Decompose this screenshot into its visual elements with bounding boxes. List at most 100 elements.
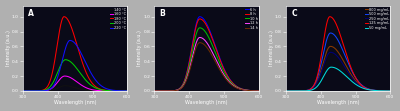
Line: 160 °C: 160 °C [23, 76, 127, 91]
160 °C [90, 89, 95, 91]
180 °C [82, 68, 87, 70]
220 °C [20, 90, 25, 92]
800 mg/mL [328, 46, 333, 47]
6 h [231, 83, 236, 84]
500 mg/mL [354, 77, 358, 79]
500 mg/mL [302, 90, 307, 91]
800 mg/mL [362, 87, 367, 89]
6 h [200, 17, 204, 18]
140 °C [90, 90, 95, 91]
220 °C [68, 40, 73, 41]
180 °C [48, 81, 52, 82]
Line: 250 mg/mL: 250 mg/mL [286, 52, 390, 91]
200 °C [90, 86, 95, 87]
8 h [200, 19, 204, 20]
160 °C [48, 89, 52, 90]
500 mg/mL [388, 90, 393, 92]
160 °C [82, 86, 87, 88]
800 mg/mL [345, 68, 350, 69]
Text: B: B [160, 9, 166, 18]
220 °C [99, 85, 104, 87]
200 °C [39, 90, 44, 91]
125 mg/mL [345, 58, 350, 59]
12 h [179, 87, 184, 89]
X-axis label: Wavelength (nm): Wavelength (nm) [186, 100, 228, 105]
10 h [231, 84, 236, 85]
Line: 200 °C: 200 °C [23, 60, 127, 91]
250 mg/mL [354, 82, 358, 83]
800 mg/mL [354, 80, 358, 82]
Line: 140 °C: 140 °C [23, 86, 127, 91]
160 °C [62, 75, 67, 77]
10 h [200, 28, 204, 29]
180 °C [39, 90, 44, 91]
140 °C [82, 89, 87, 91]
250 mg/mL [328, 52, 333, 53]
800 mg/mL [310, 87, 315, 88]
125 mg/mL [354, 77, 358, 79]
Line: 12 h: 12 h [154, 38, 259, 91]
14 h [152, 90, 157, 92]
220 °C [125, 90, 130, 92]
8 h [214, 49, 218, 50]
125 mg/mL [331, 18, 336, 20]
Line: 14 h: 14 h [154, 43, 259, 91]
220 °C [48, 89, 52, 90]
160 °C [68, 77, 73, 78]
125 mg/mL [302, 90, 307, 91]
8 h [222, 69, 227, 71]
8 h [170, 90, 175, 91]
50 mg/mL [310, 89, 315, 90]
Line: 125 mg/mL: 125 mg/mL [286, 17, 390, 91]
Y-axis label: Intensity (a.u.): Intensity (a.u.) [6, 30, 10, 66]
Text: C: C [291, 9, 297, 18]
12 h [222, 75, 227, 76]
800 mg/mL [388, 90, 393, 92]
140 °C [48, 90, 52, 91]
14 h [170, 90, 175, 91]
50 mg/mL [331, 67, 336, 68]
Y-axis label: Intensity (a.u.): Intensity (a.u.) [268, 30, 274, 66]
10 h [179, 87, 184, 88]
500 mg/mL [310, 86, 315, 88]
160 °C [39, 90, 44, 91]
12 h [231, 85, 236, 86]
Legend: 800 mg/mL, 500 mg/mL, 250 mg/mL, 125 mg/mL, 50 mg/mL: 800 mg/mL, 500 mg/mL, 250 mg/mL, 125 mg/… [364, 7, 390, 30]
12 h [170, 90, 175, 91]
220 °C [39, 90, 44, 91]
14 h [179, 88, 184, 89]
180 °C [62, 16, 66, 17]
180 °C [90, 83, 95, 85]
10 h [214, 54, 218, 55]
Text: A: A [28, 9, 34, 18]
250 mg/mL [362, 88, 367, 89]
14 h [231, 85, 236, 87]
125 mg/mL [284, 90, 288, 92]
180 °C [20, 90, 25, 92]
Line: 8 h: 8 h [154, 19, 259, 91]
800 mg/mL [302, 90, 307, 91]
12 h [256, 90, 261, 91]
250 mg/mL [310, 88, 315, 89]
160 °C [99, 90, 104, 91]
8 h [197, 18, 202, 20]
500 mg/mL [362, 86, 367, 88]
X-axis label: Wavelength (nm): Wavelength (nm) [317, 100, 359, 105]
Line: 50 mg/mL: 50 mg/mL [286, 67, 390, 91]
14 h [214, 62, 218, 64]
Line: 6 h: 6 h [154, 17, 259, 91]
140 °C [125, 90, 130, 92]
Y-axis label: Intensity (a.u.): Intensity (a.u.) [137, 30, 142, 66]
200 °C [99, 89, 104, 90]
6 h [197, 16, 202, 17]
8 h [152, 90, 157, 92]
200 °C [48, 86, 52, 88]
140 °C [99, 90, 104, 92]
180 °C [68, 24, 73, 25]
140 °C [20, 90, 25, 92]
125 mg/mL [328, 16, 332, 17]
800 mg/mL [331, 47, 336, 48]
140 °C [39, 90, 44, 92]
800 mg/mL [284, 90, 288, 92]
10 h [152, 90, 157, 92]
